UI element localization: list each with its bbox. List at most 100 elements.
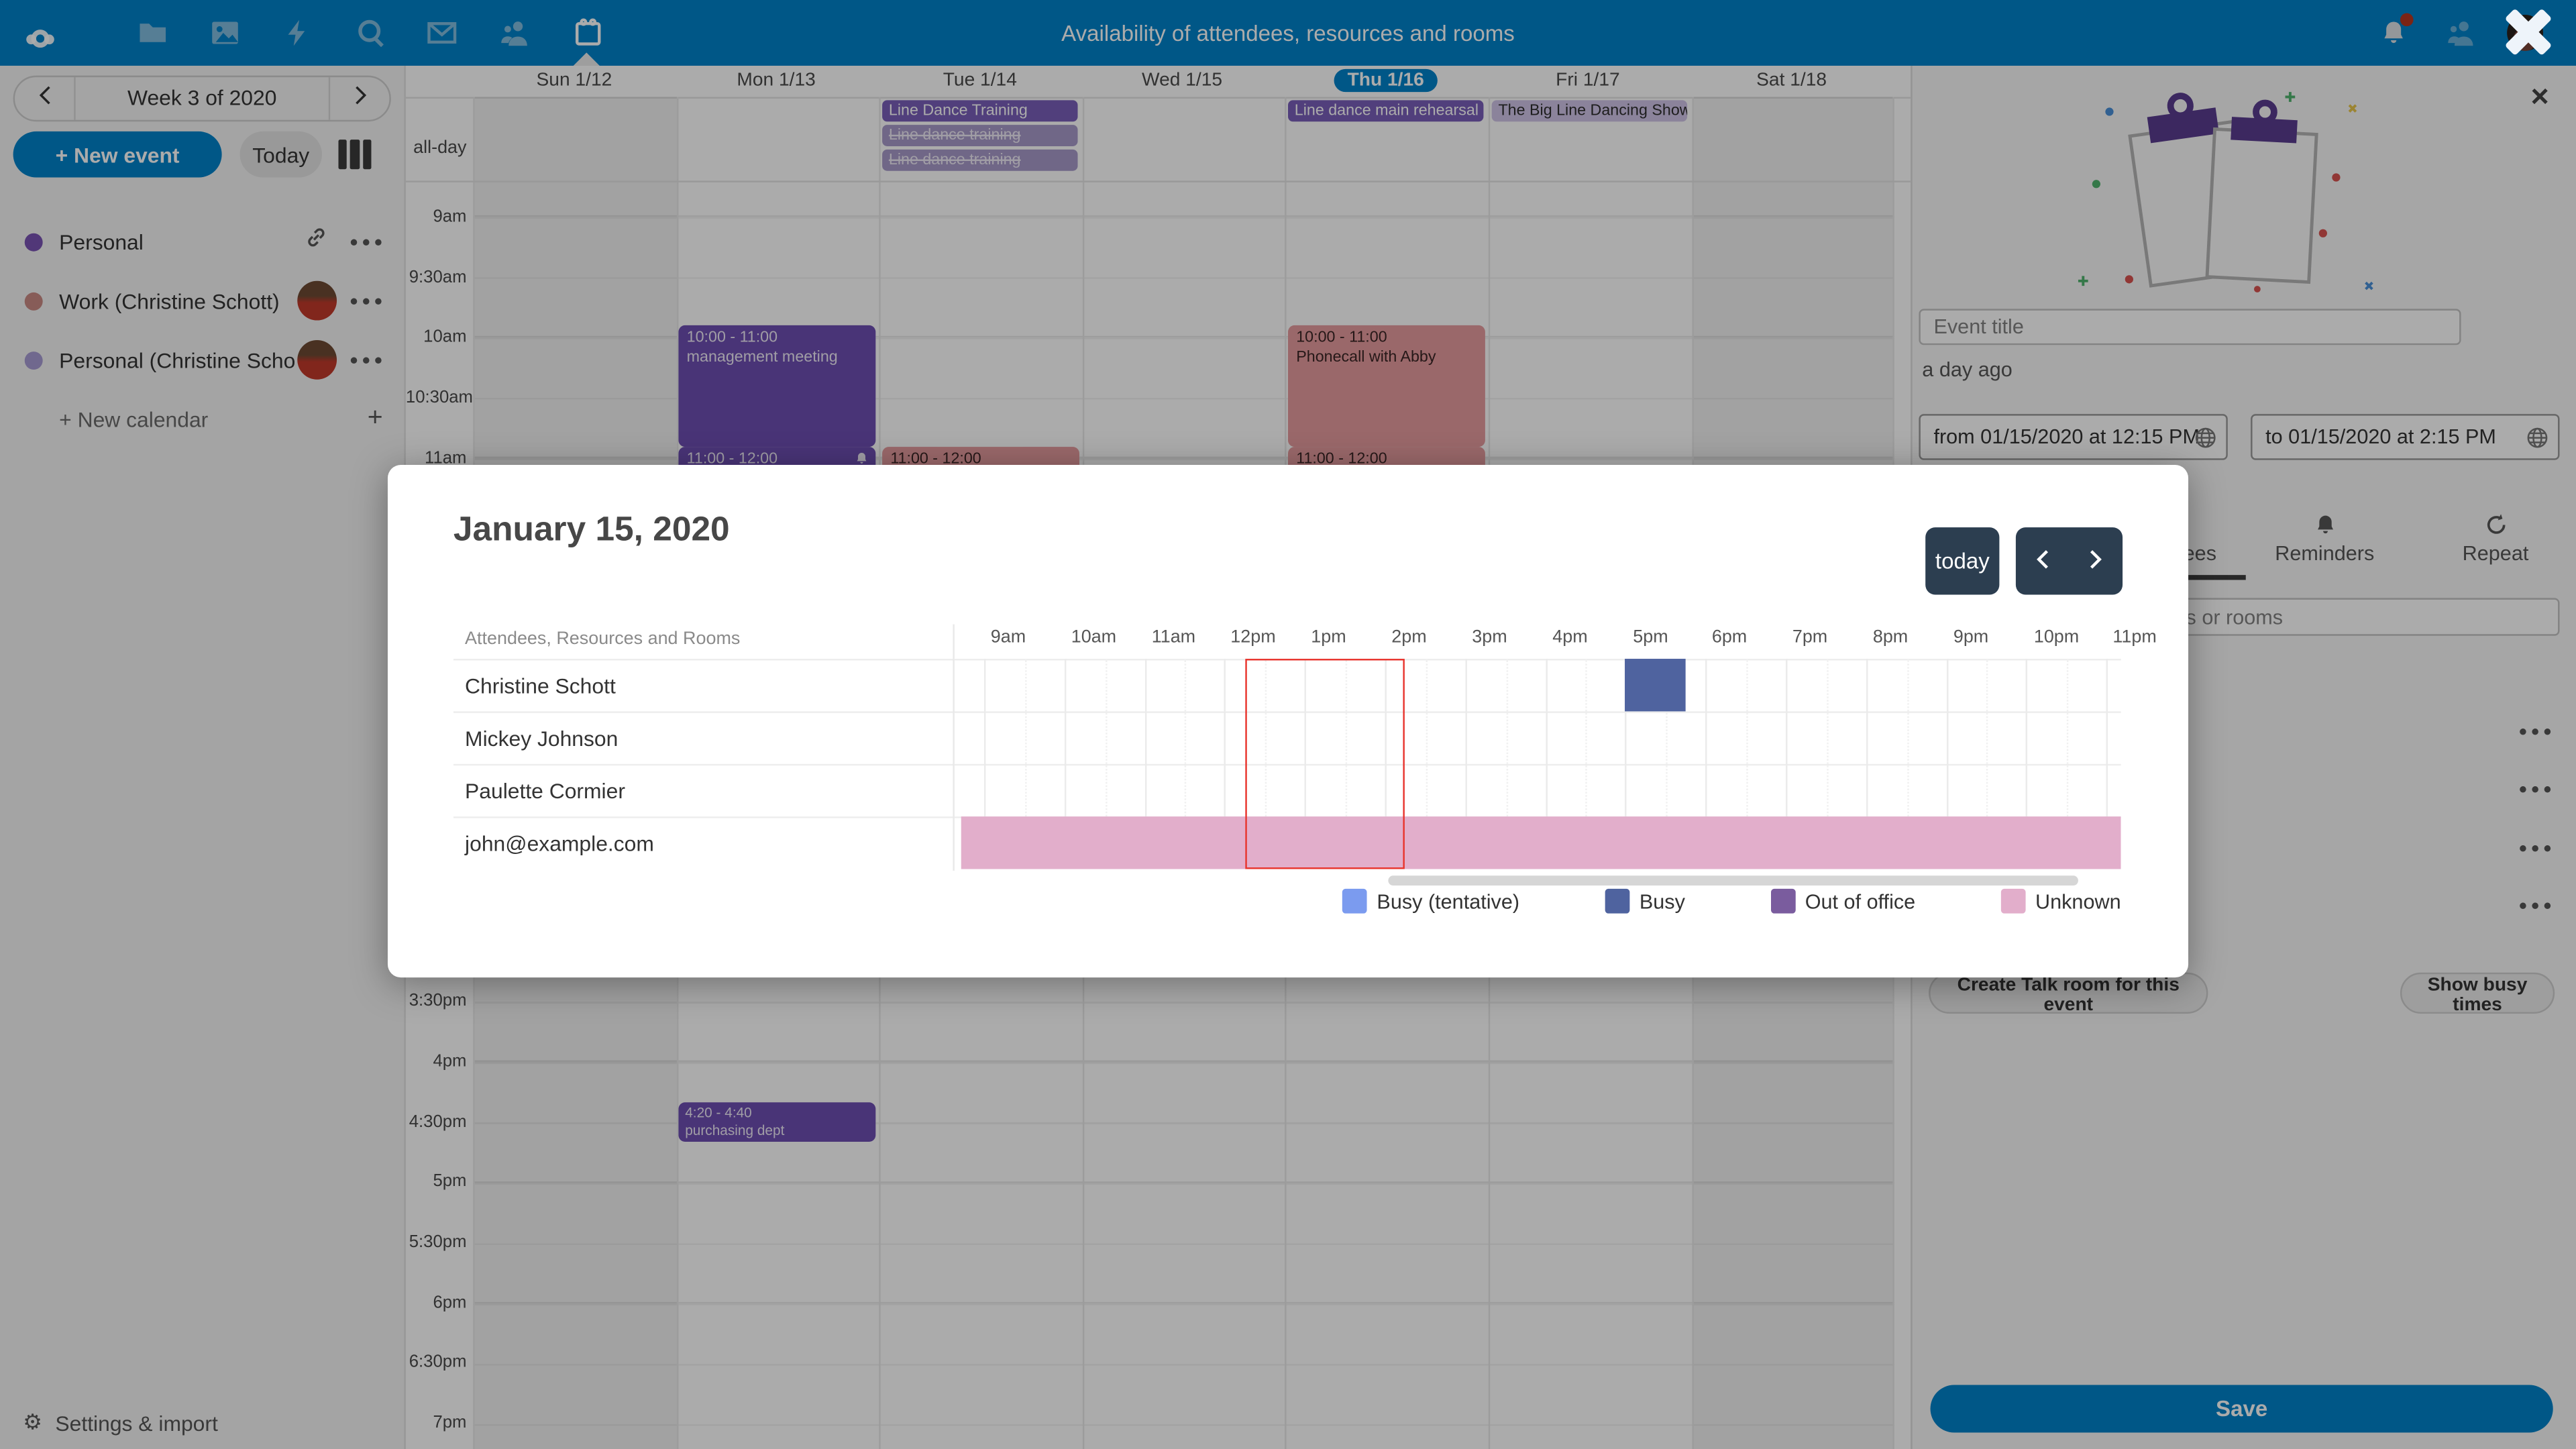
hour-label: 4pm	[1552, 627, 1588, 647]
hour-label: 1pm	[1311, 627, 1346, 647]
tab-reminders[interactable]: Reminders	[2253, 513, 2398, 578]
end-datetime-field[interactable]: to 01/15/2020 at 2:15 PM	[2251, 414, 2560, 460]
hour-label: 10am	[1071, 627, 1117, 647]
timezone-globe-icon[interactable]	[2195, 427, 2216, 449]
hour-label: 5pm	[1633, 627, 1668, 647]
day-header-fri[interactable]: Fri 1/17	[1556, 70, 1620, 91]
header-divider	[405, 97, 1911, 99]
allday-event-declined[interactable]: Line dance training	[882, 149, 1078, 171]
previous-week-button[interactable]	[15, 84, 74, 113]
allday-divider	[405, 180, 1911, 182]
time-label: 4:30pm	[409, 1112, 467, 1132]
settings-import-button[interactable]: ⚙ Settings & import	[23, 1409, 218, 1436]
time-label: 10:30am	[405, 387, 474, 408]
hour-label: 11am	[1151, 627, 1196, 647]
tab-repeat[interactable]: Repeat	[2423, 513, 2568, 578]
selected-timeslot-outline	[1244, 659, 1405, 869]
hour-label: 11pm	[2112, 627, 2157, 647]
calendar-menu-button[interactable]: ●●●	[349, 233, 386, 250]
time-label: 5pm	[433, 1171, 467, 1191]
allday-event-tentative[interactable]: The Big Line Dancing Show	[1491, 100, 1688, 122]
photos-app-icon[interactable]	[210, 18, 239, 48]
calendar-app-icon[interactable]	[574, 18, 603, 48]
availability-timeline[interactable]	[961, 659, 2121, 869]
attendee-menu-button[interactable]: ●●●	[2518, 780, 2555, 797]
availability-modal: January 15, 2020 today Attendees, Resour…	[387, 465, 2189, 978]
plus-icon: +	[367, 404, 383, 433]
search-app-icon[interactable]	[356, 18, 386, 48]
attendee-menu-button[interactable]: ●●●	[2518, 839, 2555, 856]
new-calendar-button[interactable]: + New calendar +	[0, 391, 406, 447]
allday-event[interactable]: Line dance main rehearsal	[1288, 100, 1484, 122]
day-header-mon[interactable]: Mon 1/13	[737, 70, 816, 91]
time-label: 6:30pm	[409, 1352, 467, 1372]
save-button[interactable]: Save	[1930, 1385, 2553, 1433]
today-button[interactable]: Today	[239, 131, 323, 178]
contacts-app-icon[interactable]	[499, 18, 529, 48]
event-phonecall-with-abby[interactable]: 10:00 - 11:00 Phonecall with Abby	[1288, 325, 1485, 447]
new-calendar-label: + New calendar	[59, 407, 209, 431]
week-view-toggle-icon[interactable]	[338, 140, 372, 170]
busy-swatch	[1605, 888, 1630, 914]
busy-block-christine	[1625, 659, 1686, 712]
event-title-input[interactable]	[1919, 309, 2461, 345]
hour-label: 7pm	[1792, 627, 1828, 647]
close-sidebar-icon[interactable]: ×	[2530, 80, 2549, 115]
notifications-bell-icon[interactable]	[2379, 13, 2414, 48]
calendar-name: Personal (Christine Scho…	[59, 347, 297, 372]
unknown-block-john	[961, 816, 2121, 869]
hour-label: 2pm	[1391, 627, 1427, 647]
allday-event[interactable]: Line Dance Training	[882, 100, 1078, 122]
timezone-globe-icon[interactable]	[2527, 427, 2548, 449]
event-management-meeting[interactable]: 10:00 - 11:00 management meeting	[678, 325, 876, 447]
legend-item: Out of office	[1770, 888, 1915, 914]
calendar-color-dot	[24, 350, 43, 369]
unknown-swatch	[2000, 888, 2026, 914]
nextcloud-logo[interactable]	[26, 23, 54, 52]
activity-app-icon[interactable]	[282, 18, 312, 48]
day-header-wed[interactable]: Wed 1/15	[1142, 70, 1223, 91]
allday-event-declined[interactable]: Line dance training	[882, 125, 1078, 146]
hour-label: 3pm	[1472, 627, 1507, 647]
time-label: 9am	[433, 207, 467, 227]
calendar-menu-button[interactable]: ●●●	[349, 352, 386, 368]
hour-label: 9pm	[1953, 627, 1989, 647]
timeline-scrollbar[interactable]	[1388, 875, 2078, 886]
last-modified-label: a day ago	[1922, 358, 2012, 382]
modal-today-button[interactable]: today	[1925, 527, 2000, 595]
previous-day-button[interactable]	[2035, 548, 2050, 574]
show-busy-times-button[interactable]: Show busy times	[2400, 972, 2555, 1015]
day-header-thu-selected[interactable]: Thu 1/16	[1285, 67, 1487, 97]
day-header-sun[interactable]: Sun 1/12	[536, 70, 612, 91]
active-app-indicator	[573, 52, 600, 66]
share-link-icon[interactable]	[305, 227, 327, 256]
mail-app-icon[interactable]	[427, 18, 457, 48]
calendar-color-dot	[24, 232, 43, 251]
attendee-menu-button[interactable]: ●●●	[2518, 722, 2555, 740]
calendar-menu-button[interactable]: ●●●	[349, 292, 386, 309]
contacts-menu-icon[interactable]	[2447, 18, 2476, 48]
legend-item: Busy (tentative)	[1342, 888, 1519, 914]
next-day-button[interactable]	[2088, 548, 2103, 574]
calendar-list-item-personal-shared[interactable]: Personal (Christine Scho… ●●●	[0, 332, 406, 388]
files-app-icon[interactable]	[138, 18, 168, 48]
new-event-button[interactable]: + New event	[13, 131, 222, 178]
hour-label: 8pm	[1872, 627, 1909, 647]
reminder-bell-icon	[2316, 515, 2332, 534]
availability-legend: Busy (tentative) Busy Out of office Unkn…	[1342, 888, 2121, 914]
next-week-button[interactable]	[330, 84, 389, 113]
start-datetime-field[interactable]: from 01/15/2020 at 12:15 PM	[1919, 414, 2228, 460]
day-header-tue[interactable]: Tue 1/14	[943, 70, 1017, 91]
calendar-list-item-personal[interactable]: Personal ●●●	[0, 213, 406, 269]
event-purchasing-dept[interactable]: 4:20 - 4:40 purchasing dept	[678, 1102, 876, 1142]
calendar-list-item-work[interactable]: Work (Christine Schott) ●●●	[0, 273, 406, 329]
time-label: 9:30am	[409, 268, 467, 288]
week-label[interactable]: Week 3 of 2020	[74, 77, 331, 120]
day-header-sat[interactable]: Sat 1/18	[1756, 70, 1827, 91]
owner-avatar	[297, 339, 337, 380]
time-label: 5:30pm	[409, 1232, 467, 1252]
attendees-column-header: Attendees, Resources and Rooms	[465, 629, 741, 649]
time-label: 6pm	[433, 1293, 467, 1313]
time-label: 10am	[423, 327, 467, 347]
attendee-menu-button[interactable]: ●●●	[2518, 897, 2555, 914]
